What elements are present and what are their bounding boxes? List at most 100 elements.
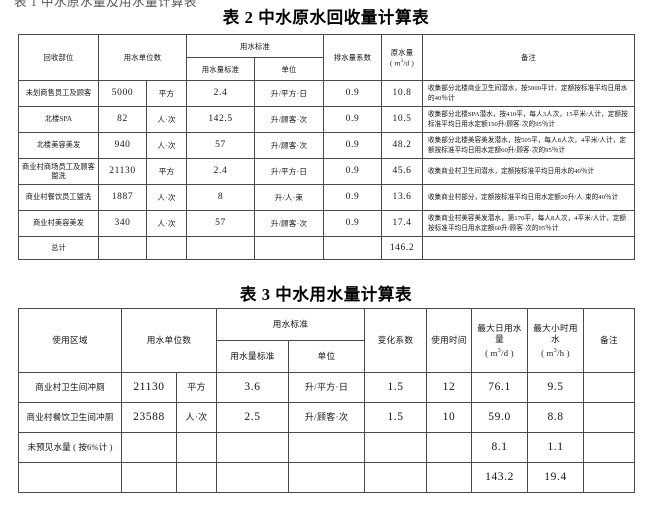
table2-total-standard-unit bbox=[254, 236, 325, 260]
table2-cell-standard: 2.4 bbox=[186, 158, 256, 185]
table3-cell-change-coeff bbox=[364, 432, 428, 463]
table3-th-max-daily-unit: ( m3/d ) bbox=[485, 346, 514, 358]
table3-cell-remark bbox=[583, 372, 636, 403]
table3-cell-max-hourly: 19.4 bbox=[527, 462, 585, 493]
table2-th-raw-water-unit: ( m3/d ) bbox=[389, 57, 415, 68]
table3-cell-standard: 2.5 bbox=[216, 402, 290, 433]
table2-th-remark: 备注 bbox=[422, 34, 636, 81]
table-row: 商业村美容美发 340 人·次 57 升/顾客·次 0.9 17.4 收集商业村… bbox=[18, 210, 636, 237]
table-row: 北楼美容美发 940 人·次 57 升/顾客·次 0.9 48.2 收集部分北楼… bbox=[18, 132, 636, 159]
table3-cell-standard-unit: 升/平方·日 bbox=[288, 372, 366, 403]
table2-cell-site: 北楼美容美发 bbox=[18, 132, 99, 159]
table3-cell-max-daily: 76.1 bbox=[471, 372, 529, 403]
table-2-raw-water-recovery: 回收部位 用水单位数 用水标准 排水量系数 原水量 ( m3/d ) 备注 用水… bbox=[18, 34, 636, 260]
table2-cell-remark: 收集商业村部分，定额按标准平均日用水定额20升/人·束的40％计 bbox=[422, 184, 636, 211]
table2-cell-unit: 人·次 bbox=[145, 210, 188, 237]
table2-cell-remark: 收集商业村卫生间潜水，定额按标准平均日用水的40％计 bbox=[422, 158, 636, 185]
table3-cell-max-hourly: 8.8 bbox=[527, 402, 585, 433]
table3-cell-unit: 平方 bbox=[175, 372, 218, 403]
table2-cell-standard: 57 bbox=[186, 210, 256, 237]
table3-cell-standard-unit bbox=[288, 432, 366, 463]
table3-cell-unit-count: 23588 bbox=[121, 402, 177, 433]
table2-cell-unit-count: 1887 bbox=[98, 184, 147, 211]
table2-cell-site: 未划商售员工及顾客 bbox=[18, 80, 99, 107]
table-row: 商业村商场员工及顾客盥洗 21130 平方 2.4 升/平方·日 0.9 45.… bbox=[18, 158, 636, 185]
table2-cell-standard-unit: 升/顾客·次 bbox=[254, 106, 325, 133]
table2-th-unit-count: 用水单位数 bbox=[97, 34, 188, 81]
table3-cell-unit-count bbox=[121, 432, 177, 463]
table2-cell-drain-coeff: 0.9 bbox=[323, 210, 383, 237]
table2-cell-unit-count: 5000 bbox=[98, 80, 147, 107]
table2-cell-drain-coeff: 0.9 bbox=[323, 132, 383, 159]
table2-cell-remark: 收集部分北楼SPA潜水，按410平，每人3人次，15平米/人计，定额按标准平均日… bbox=[422, 106, 636, 133]
table2-cell-raw-water: 48.2 bbox=[381, 132, 424, 159]
table3-header-row-1: 使用区域 用水单位数 用水标准 变化系数 使用时间 最大日用水量 ( m3/d … bbox=[18, 308, 636, 373]
table2-cell-raw-water: 45.6 bbox=[381, 158, 424, 185]
cut-off-heading: 表 1 中水原水量及用水量计算表 bbox=[14, 0, 198, 9]
table3-cell-max-hourly: 9.5 bbox=[527, 372, 585, 403]
table3-cell-usage-time bbox=[426, 462, 473, 493]
table2-cell-raw-water: 10.8 bbox=[381, 80, 424, 107]
table2-cell-unit: 平方 bbox=[145, 158, 188, 185]
table3-cell-standard bbox=[216, 462, 290, 493]
table2-cell-unit: 平方 bbox=[145, 80, 188, 107]
table3-th-area: 使用区域 bbox=[18, 308, 122, 373]
table3-cell-max-daily: 59.0 bbox=[471, 402, 529, 433]
table2-th-recovery-site: 回收部位 bbox=[18, 34, 99, 81]
table3-th-max-daily: 最大日用水量 ( m3/d ) bbox=[471, 308, 529, 373]
table3-cell-standard bbox=[216, 432, 290, 463]
table-row: 商业村卫生间冲厕 21130 平方 3.6 升/平方·日 1.5 12 76.1… bbox=[18, 372, 636, 403]
table2-cell-remark: 收集部分北楼美容美发潜水，按505平，每人8人次，4平米/人计，定额按标准平均日… bbox=[422, 132, 636, 159]
table3-cell-unit-count: 21130 bbox=[121, 372, 177, 403]
table2-th-drain-coeff: 排水量系数 bbox=[323, 34, 383, 81]
table2-total-standard bbox=[186, 236, 256, 260]
table3-th-usage-time: 使用时间 bbox=[426, 308, 473, 373]
table3-cell-usage-time: 12 bbox=[426, 372, 473, 403]
table3-cell-unit: 人·次 bbox=[175, 402, 218, 433]
table3-caption: 表 3 中水用水量计算表 bbox=[239, 285, 413, 304]
table2-cell-drain-coeff: 0.9 bbox=[323, 80, 383, 107]
table2-cell-standard-unit: 升/顾客·次 bbox=[254, 210, 325, 237]
table2-cell-standard: 2.4 bbox=[186, 80, 256, 107]
table3-th-max-hourly-label: 最大小时用水 bbox=[533, 322, 578, 344]
table3-total-row: 143.2 19.4 bbox=[18, 462, 636, 493]
table3-cell-unit bbox=[175, 462, 218, 493]
table2-caption: 表 2 中水原水回收量计算表 bbox=[222, 8, 430, 27]
table3-cell-max-daily: 8.1 bbox=[471, 432, 529, 463]
table2-cell-raw-water: 10.5 bbox=[381, 106, 424, 133]
table2-total-drain-coeff bbox=[323, 236, 383, 260]
table2-cell-standard-unit: 升/平方·日 bbox=[254, 158, 325, 185]
table3-cell-remark bbox=[583, 402, 636, 433]
table2-th-raw-water-label: 原水量 bbox=[390, 47, 414, 57]
table2-cell-unit-count: 940 bbox=[98, 132, 147, 159]
table2-cell-standard-unit: 升/顾客·次 bbox=[254, 132, 325, 159]
table2-total-unit bbox=[145, 236, 188, 260]
table2-cell-drain-coeff: 0.9 bbox=[323, 106, 383, 133]
table3-cell-area: 未预见水量 ( 按6%计 ) bbox=[18, 432, 122, 463]
table-row: 未预见水量 ( 按6%计 ) 8.1 1.1 bbox=[18, 432, 636, 463]
table3-cell-change-coeff: 1.5 bbox=[364, 372, 428, 403]
table3-header-row-2: 用水量标准 单位 bbox=[19, 340, 635, 373]
table2-cell-standard: 57 bbox=[186, 132, 256, 159]
table-3-reclaimed-water-usage: 使用区域 用水单位数 用水标准 变化系数 使用时间 最大日用水量 ( m3/d … bbox=[18, 308, 636, 493]
table3-th-standard-value: 用水量标准 bbox=[216, 340, 290, 373]
table2-total-label: 总计 bbox=[18, 236, 99, 260]
table2-cell-raw-water: 17.4 bbox=[381, 210, 424, 237]
table-row: 商业村餐饮员工盥洗 1887 人·次 8 升/人·束 0.9 13.6 收集商业… bbox=[18, 184, 636, 211]
table3-cell-area: 商业村餐饮卫生间冲厕 bbox=[18, 402, 122, 433]
table2-cell-standard-unit: 升/人·束 bbox=[254, 184, 325, 211]
table3-cell-usage-time bbox=[426, 432, 473, 463]
table2-cell-site: 商业村美容美发 bbox=[18, 210, 99, 237]
table3-cell-unit bbox=[175, 432, 218, 463]
table3-th-remark: 备注 bbox=[583, 308, 636, 373]
table2-total-remark bbox=[422, 236, 636, 260]
table2-cell-standard-unit: 升/平方·日 bbox=[254, 80, 325, 107]
table2-cell-site: 商业村商场员工及顾客盥洗 bbox=[18, 158, 99, 185]
table3-cell-area bbox=[18, 462, 122, 493]
table2-cell-drain-coeff: 0.9 bbox=[323, 158, 383, 185]
table3-cell-standard-unit: 升/顾客·次 bbox=[288, 402, 366, 433]
table2-total-row: 总计 146.2 bbox=[18, 236, 636, 260]
table2-cell-standard: 8 bbox=[186, 184, 256, 211]
table2-cell-site: 商业村餐饮员工盥洗 bbox=[18, 184, 99, 211]
